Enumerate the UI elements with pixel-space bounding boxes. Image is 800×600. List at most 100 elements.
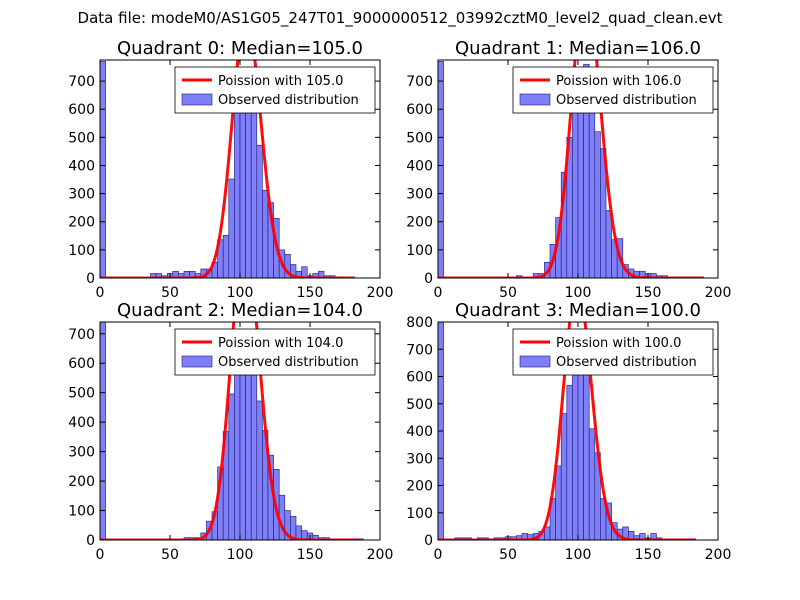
legend-poisson-label: Poission with 104.0 xyxy=(218,336,343,351)
y-tick-label: 0 xyxy=(424,271,433,287)
legend: Poission with 100.0 Observed distribution xyxy=(512,328,714,376)
histogram-bar xyxy=(222,234,230,278)
histogram-bar xyxy=(594,131,601,278)
y-tick-label: 500 xyxy=(406,397,433,413)
legend-box xyxy=(512,66,714,114)
y-tick-label: 200 xyxy=(68,215,95,231)
x-tick-label: 200 xyxy=(367,547,394,563)
legend: Poission with 106.0 Observed distribution xyxy=(512,66,714,114)
y-tick-label: 700 xyxy=(68,327,95,343)
histogram-bar xyxy=(234,102,241,278)
legend: Poission with 104.0 Observed distribution xyxy=(174,328,376,376)
panel-title: Quadrant 0: Median=105.0 xyxy=(117,38,363,59)
panel-title: Quadrant 3: Median=100.0 xyxy=(455,300,701,321)
y-tick-label: 0 xyxy=(424,533,433,549)
panel-2: 0 50 100 150 200 0 100 200 300 400 500 600 700 Quadra… xyxy=(68,300,394,563)
y-tick-label: 700 xyxy=(68,74,95,90)
x-tick-label: 150 xyxy=(635,547,662,563)
x-tick-label: 200 xyxy=(705,547,732,563)
y-tick-label: 700 xyxy=(406,74,433,90)
plot-area xyxy=(438,60,705,278)
plot-area xyxy=(100,60,355,278)
legend-hist-swatch xyxy=(181,355,213,368)
histogram-bar xyxy=(100,61,106,278)
legend-hist-label: Observed distribution xyxy=(556,355,697,370)
x-tick-label: 100 xyxy=(227,285,254,301)
x-tick-label: 0 xyxy=(96,547,105,563)
y-tick-label: 400 xyxy=(68,158,95,174)
histogram-bar xyxy=(262,189,269,278)
y-tick-label: 300 xyxy=(68,445,95,461)
legend-hist-label: Observed distribution xyxy=(556,93,697,108)
histogram-bar xyxy=(572,352,579,540)
histogram-bar xyxy=(639,533,646,540)
histogram-bar xyxy=(228,178,235,278)
histogram-bar xyxy=(583,371,590,540)
y-tick-label: 600 xyxy=(68,356,95,372)
y-tick-label: 100 xyxy=(406,243,433,259)
histogram-bar xyxy=(100,322,106,540)
x-tick-label: 50 xyxy=(161,547,179,563)
histogram-bar xyxy=(605,210,612,278)
y-tick-label: 100 xyxy=(406,506,433,522)
x-tick-label: 50 xyxy=(161,285,179,301)
y-tick-label: 500 xyxy=(68,130,95,146)
legend-box xyxy=(174,66,376,114)
plot-area xyxy=(438,322,696,540)
y-tick-label: 400 xyxy=(406,158,433,174)
panel-1: 0 50 100 150 200 0 100 200 300 400 500 600 700 Quadra… xyxy=(406,38,732,301)
histogram-bar xyxy=(256,400,263,540)
figure-title: Data file: modeM0/AS1G05_247T01_90000005… xyxy=(78,9,723,28)
x-tick-label: 50 xyxy=(499,285,517,301)
y-tick-label: 600 xyxy=(68,102,95,118)
panel-0: 0 50 100 150 200 0 100 200 300 400 500 600 700 Quadra… xyxy=(68,38,394,301)
x-tick-label: 100 xyxy=(565,285,592,301)
y-tick-label: 800 xyxy=(406,315,433,331)
panel-title: Quadrant 2: Median=104.0 xyxy=(117,300,363,321)
panel-title: Quadrant 1: Median=106.0 xyxy=(455,38,701,59)
y-tick-label: 200 xyxy=(68,474,95,490)
histogram-bar xyxy=(256,144,263,278)
legend-hist-swatch xyxy=(519,355,551,368)
y-tick-label: 400 xyxy=(406,424,433,440)
histogram-bar xyxy=(650,533,657,540)
histogram-bar xyxy=(588,428,596,540)
histogram-bar xyxy=(555,465,562,540)
y-tick-label: 200 xyxy=(406,479,433,495)
legend-box xyxy=(512,328,714,376)
y-tick-label: 500 xyxy=(406,130,433,146)
legend-hist-swatch xyxy=(519,93,551,106)
x-tick-label: 200 xyxy=(705,285,732,301)
legend-box xyxy=(174,328,376,376)
y-tick-label: 300 xyxy=(406,187,433,203)
y-tick-label: 100 xyxy=(68,243,95,259)
x-tick-label: 50 xyxy=(499,547,517,563)
histogram-bar xyxy=(572,103,579,278)
legend-hist-label: Observed distribution xyxy=(218,93,359,108)
y-tick-label: 200 xyxy=(406,215,433,231)
y-tick-label: 600 xyxy=(406,102,433,118)
y-tick-label: 100 xyxy=(68,504,95,520)
histogram-bar xyxy=(234,373,241,540)
legend-poisson-label: Poission with 105.0 xyxy=(218,74,343,89)
x-tick-label: 100 xyxy=(227,547,254,563)
y-tick-label: 400 xyxy=(68,415,95,431)
legend-hist-label: Observed distribution xyxy=(218,355,359,370)
legend-poisson-label: Poission with 106.0 xyxy=(556,74,681,89)
legend: Poission with 105.0 Observed distribution xyxy=(174,66,376,114)
x-tick-label: 0 xyxy=(434,285,443,301)
x-tick-label: 200 xyxy=(367,285,394,301)
histogram-bar xyxy=(250,108,258,278)
x-tick-label: 150 xyxy=(297,285,324,301)
x-tick-label: 0 xyxy=(434,547,443,563)
legend-hist-swatch xyxy=(181,93,213,106)
y-tick-label: 500 xyxy=(68,386,95,402)
x-tick-label: 150 xyxy=(635,285,662,301)
histogram-bar xyxy=(250,348,258,540)
y-tick-label: 300 xyxy=(406,451,433,467)
panel-3: 0 50 100 150 200 0 100 200 300 400 500 600 700 800 Qua… xyxy=(406,300,732,563)
histogram-bar xyxy=(438,61,444,278)
histogram-bar xyxy=(577,348,584,540)
y-tick-label: 700 xyxy=(406,342,433,358)
